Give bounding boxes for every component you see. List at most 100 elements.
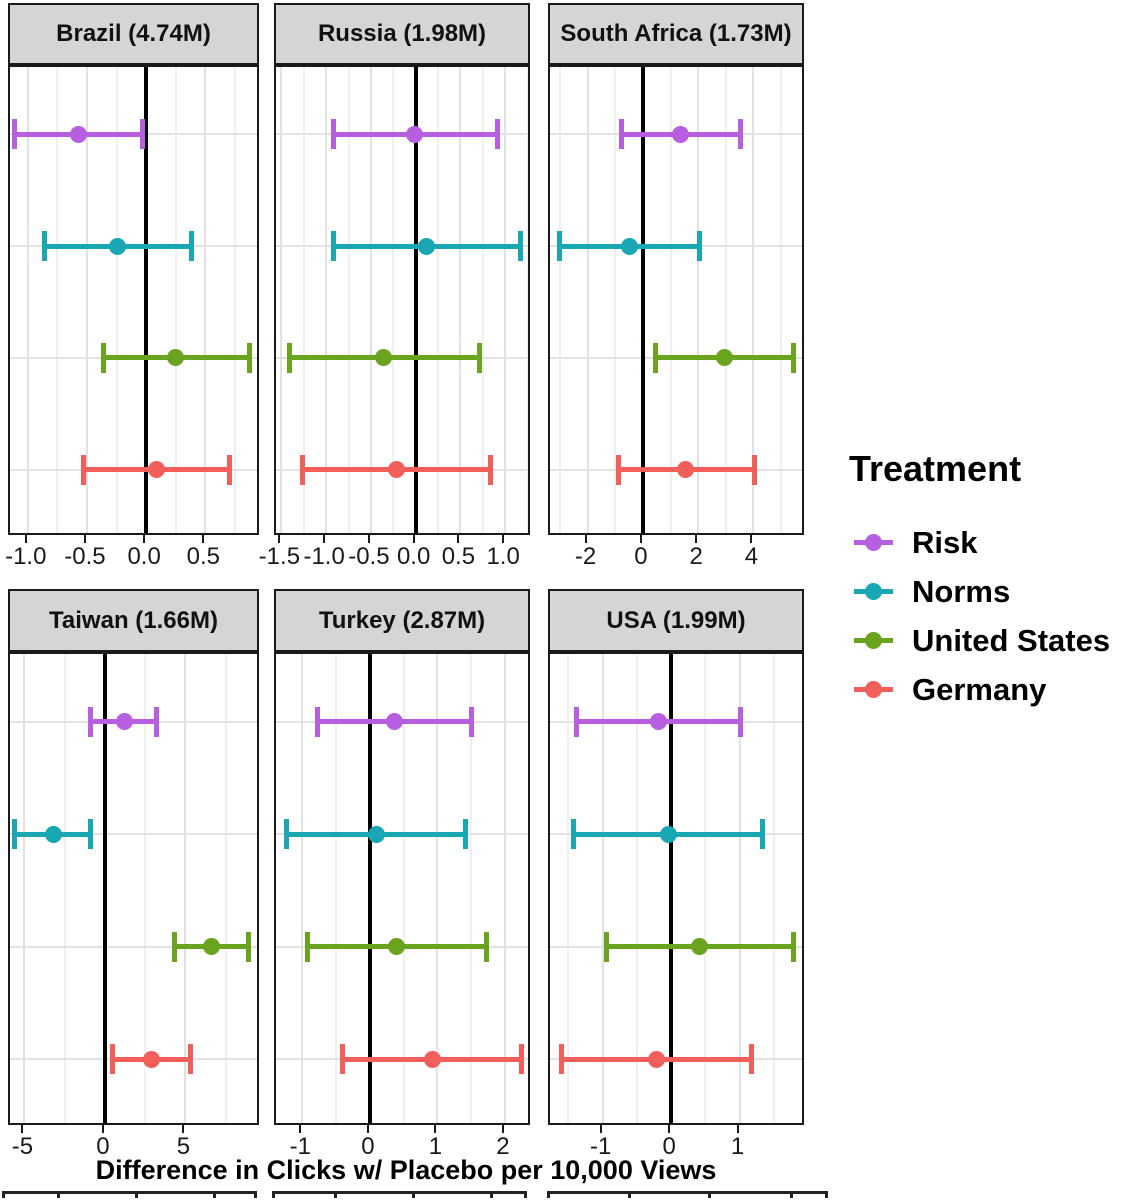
point-estimate	[202, 938, 220, 956]
gridline-minor-v	[302, 67, 305, 533]
errorbar-cap-high	[153, 706, 159, 737]
axis-tick-label: 1	[428, 1133, 443, 1160]
errorbar-cap-low	[603, 931, 609, 962]
axis-tick-label: 0.0	[396, 543, 431, 570]
axis-tick-label: 4	[744, 543, 759, 570]
gridline-minor-v	[402, 654, 405, 1123]
errorbar-cap-low	[12, 819, 18, 850]
errorbar-cap-high	[245, 931, 251, 962]
axis-tick	[736, 1125, 739, 1133]
gridline-major-v	[184, 654, 187, 1123]
gridline-minor-v	[437, 67, 439, 533]
axis-tick	[101, 1125, 104, 1133]
gridline-minor-v	[780, 67, 783, 533]
axis-tick-label: 0	[96, 1133, 110, 1160]
errorbar-cap-high	[738, 119, 744, 150]
gridline-major-v	[85, 67, 88, 533]
gridline-minor-v	[174, 67, 177, 533]
axis-tick	[584, 535, 587, 543]
gridline-minor-v	[56, 67, 59, 533]
gridline-minor-v	[669, 67, 672, 533]
axis-tick	[24, 535, 27, 543]
cropped-panel-tick	[547, 1191, 550, 1198]
point-estimate	[109, 237, 127, 255]
axis-tick	[21, 1125, 24, 1133]
zero-reference-line	[144, 67, 149, 533]
cropped-panel-tick	[412, 1191, 415, 1198]
errorbar-cap-low	[340, 1044, 346, 1075]
legend-item-germany: Germany	[845, 665, 1138, 714]
facet-title: USA (1.99M)	[606, 606, 746, 634]
cropped-panel-tick	[135, 1191, 138, 1198]
gridline-minor-v	[635, 654, 638, 1123]
zero-reference-line	[102, 654, 107, 1123]
legend-label: Germany	[912, 671, 1047, 707]
gridline-minor-v	[567, 654, 570, 1123]
axis-tick-label: 0	[634, 543, 648, 570]
axis-tick	[366, 1125, 369, 1133]
legend-item-norms: Norms	[845, 567, 1138, 616]
cropped-panel-tick	[213, 1191, 216, 1198]
facet-strip-taiwan-1-66m: Taiwan (1.66M)	[8, 589, 259, 652]
cropped-panel-top	[2, 1191, 257, 1198]
point-estimate	[115, 713, 133, 731]
axis-tick	[750, 535, 753, 543]
gridline-minor-v	[224, 654, 227, 1123]
axis-tick	[83, 535, 86, 543]
point-estimate	[716, 349, 734, 367]
axis-tick	[323, 535, 326, 543]
facet-panel-usa-1-99m	[548, 652, 804, 1125]
axis-tick	[412, 535, 415, 543]
axis-tick	[695, 535, 698, 543]
gridline-h	[10, 945, 257, 948]
axis-tick	[278, 535, 281, 543]
gridline-minor-v	[115, 67, 118, 533]
gridline-major-v	[26, 67, 29, 533]
point-estimate	[70, 125, 88, 143]
facet-strip-south-africa-1-73m: South Africa (1.73M)	[548, 3, 804, 65]
errorbar-cap-low	[284, 819, 290, 850]
errorbar-cap-high	[462, 819, 468, 850]
gridline-minor-v	[470, 654, 473, 1123]
errorbar-cap-high	[87, 819, 93, 850]
facet-title: South Africa (1.73M)	[560, 20, 792, 47]
facet-title: Russia (1.98M)	[317, 20, 487, 47]
cropped-panel-tick	[334, 1191, 337, 1198]
errorbar-cap-high	[791, 342, 797, 373]
point-estimate	[650, 713, 668, 731]
gridline-minor-v	[233, 67, 236, 533]
point-estimate	[406, 125, 424, 143]
axis-tick	[501, 1125, 504, 1133]
errorbar-cap-low	[571, 819, 577, 850]
cropped-panel-tick	[628, 1191, 631, 1198]
axis-tick-label: -1.0	[5, 543, 47, 570]
axis-tick-label: -2	[574, 543, 597, 570]
axis-tick	[143, 535, 146, 543]
axis-tick	[639, 535, 642, 543]
errorbar-cap-low	[286, 342, 292, 373]
point-estimate	[647, 1050, 665, 1068]
errorbar-cap-low	[41, 231, 47, 262]
legend-label: United States	[912, 622, 1111, 658]
germany-key-icon	[854, 680, 893, 700]
gridline-minor-v	[724, 67, 727, 533]
cropped-panel-tick	[272, 1191, 275, 1198]
gridline-major-v	[586, 67, 589, 533]
axis-tick	[202, 535, 205, 543]
point-estimate	[148, 461, 166, 479]
gridline-major-v	[436, 654, 439, 1123]
gridline-h	[10, 833, 257, 836]
errorbar-cap-high	[737, 706, 743, 737]
zero-reference-line	[640, 67, 645, 533]
errorbar-cap-high	[697, 231, 703, 262]
point-estimate	[388, 461, 406, 479]
cropped-panel-top	[272, 1191, 527, 1198]
axis-tick-label: 2	[689, 543, 703, 570]
zero-reference-line	[367, 654, 372, 1123]
norms-key-icon	[854, 582, 893, 602]
errorbar-cap-low	[300, 454, 306, 485]
gridline-major-v	[301, 654, 304, 1123]
axis-tick-label: 1.0	[486, 543, 520, 570]
axis-tick-label: -1.0	[303, 543, 345, 570]
